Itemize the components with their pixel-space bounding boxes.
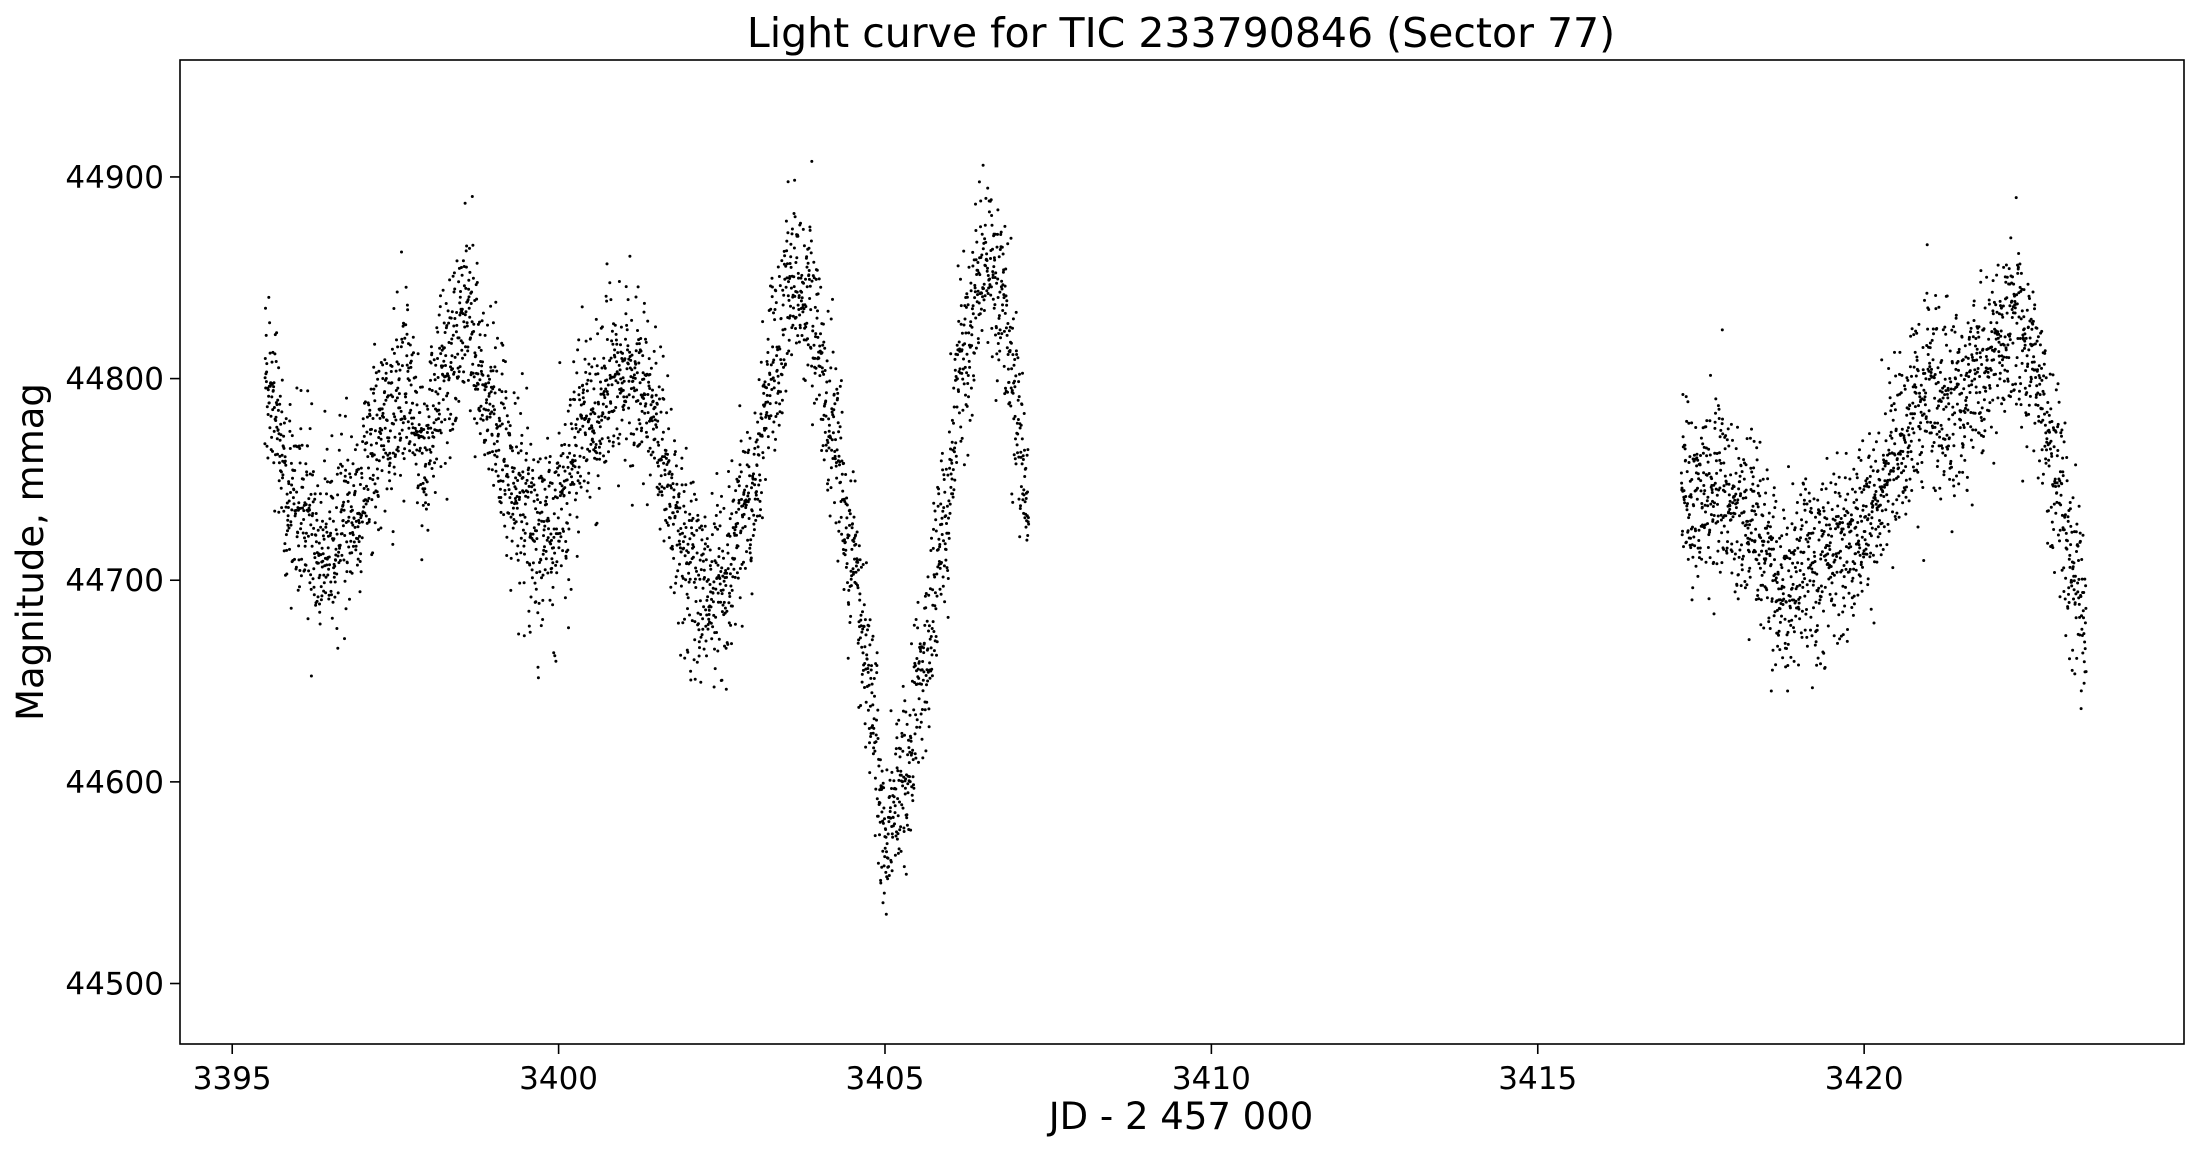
x-tick-label: 3410 <box>1172 1061 1251 1097</box>
plot-frame <box>179 59 2185 1045</box>
x-tick-label: 3415 <box>1498 1061 1577 1097</box>
scatter-points <box>263 159 1031 916</box>
x-tick-label: 3400 <box>519 1061 598 1097</box>
y-tick-label: 44900 <box>65 160 164 196</box>
x-axis-ticks: 3395 3400 3405 3410 3415 3420 <box>193 1044 1904 1097</box>
y-tick-label: 44500 <box>65 967 164 1003</box>
y-tick-label: 44700 <box>65 563 164 599</box>
x-axis-label: JD - 2 457 000 <box>1047 1095 1314 1138</box>
y-axis-label: Magnitude, mmag <box>9 383 52 721</box>
scatter-points <box>1679 196 2088 711</box>
x-tick-label: 3405 <box>846 1061 925 1097</box>
x-tick-label: 3420 <box>1825 1061 1904 1097</box>
x-tick-label: 3395 <box>193 1061 272 1097</box>
y-axis-ticks: 44500 44600 44700 44800 44900 <box>65 160 180 1003</box>
chart-title: Light curve for TIC 233790846 (Sector 77… <box>747 9 1615 57</box>
y-tick-label: 44800 <box>65 362 164 398</box>
data-points <box>263 159 2088 916</box>
y-tick-label: 44600 <box>65 765 164 801</box>
